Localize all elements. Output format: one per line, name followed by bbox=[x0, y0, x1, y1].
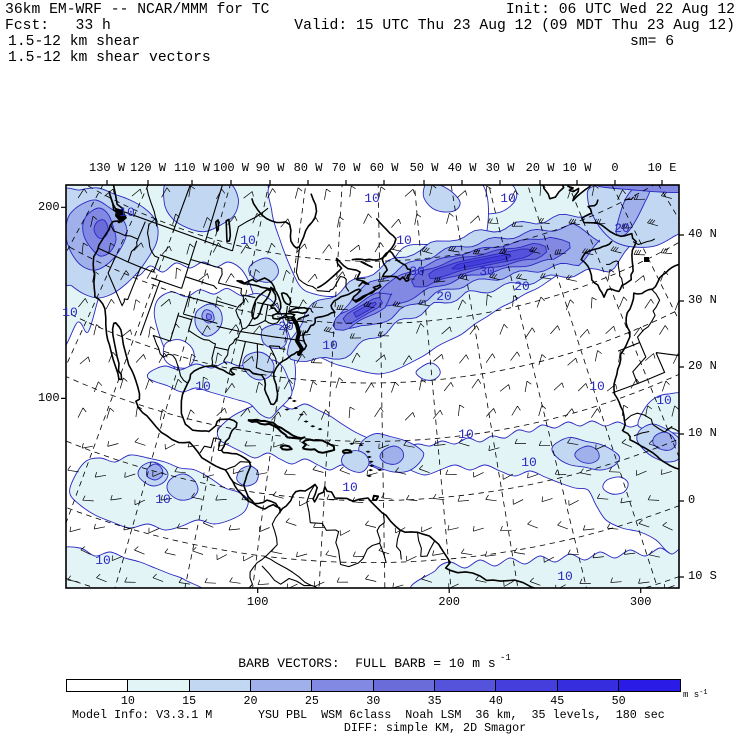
svg-text:10: 10 bbox=[500, 191, 516, 206]
svg-text:10: 10 bbox=[155, 492, 171, 507]
svg-text:30: 30 bbox=[479, 264, 495, 279]
svg-text:30: 30 bbox=[409, 264, 425, 279]
svg-text:10: 10 bbox=[589, 379, 605, 394]
svg-text:10: 10 bbox=[240, 233, 256, 248]
svg-text:10: 10 bbox=[322, 338, 338, 353]
svg-text:10: 10 bbox=[342, 480, 358, 495]
svg-text:10: 10 bbox=[521, 455, 537, 470]
svg-text:10: 10 bbox=[95, 553, 111, 568]
svg-text:10: 10 bbox=[458, 427, 474, 442]
svg-text:10: 10 bbox=[656, 393, 672, 408]
svg-text:10: 10 bbox=[557, 569, 573, 584]
svg-text:10: 10 bbox=[62, 305, 78, 320]
svg-text:10: 10 bbox=[396, 233, 412, 248]
svg-text:10: 10 bbox=[195, 379, 211, 394]
svg-text:20: 20 bbox=[436, 289, 452, 304]
svg-text:10: 10 bbox=[364, 191, 380, 206]
svg-text:20: 20 bbox=[514, 279, 530, 294]
svg-text:20: 20 bbox=[278, 319, 294, 334]
svg-text:10: 10 bbox=[119, 205, 135, 220]
svg-text:20: 20 bbox=[614, 221, 630, 236]
